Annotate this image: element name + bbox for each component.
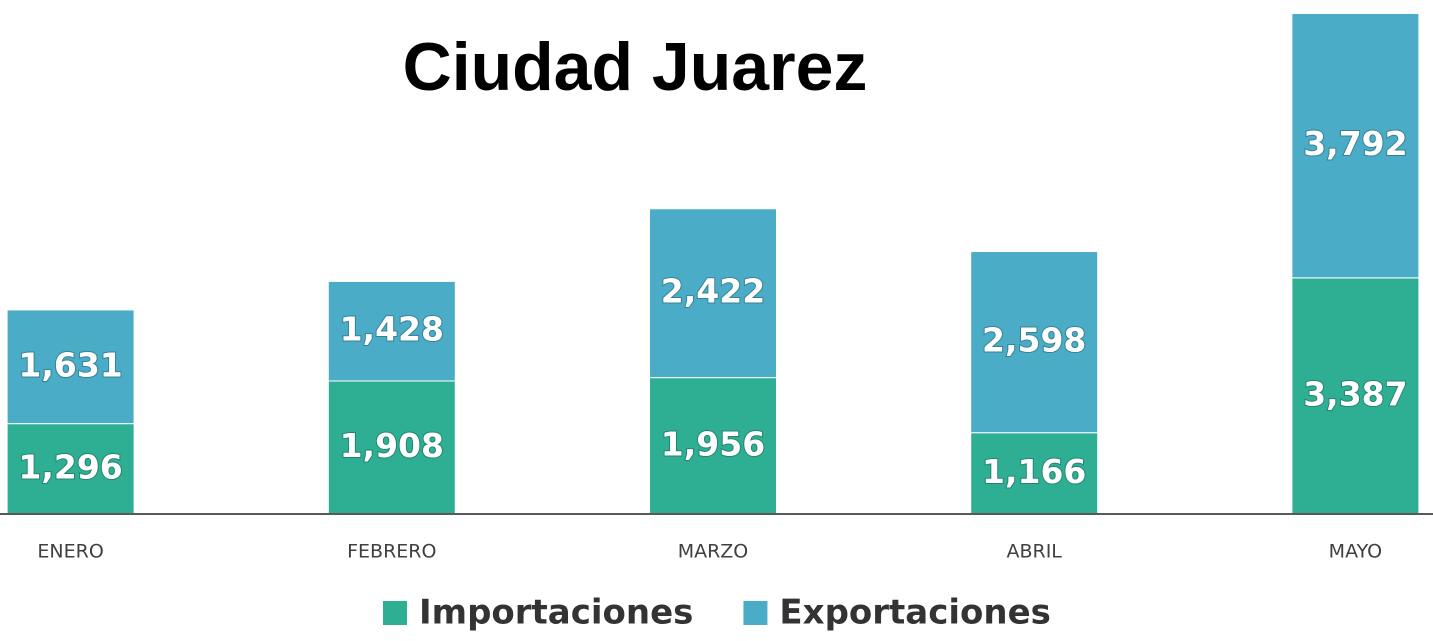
bar-segment [970,251,1099,434]
legend-swatch [383,601,407,625]
data-label: 1,908 [340,426,444,465]
data-label: 1,956 [661,424,765,463]
bar-segment [327,380,456,515]
bar-segment [970,432,1099,515]
bar-segment [6,423,135,515]
data-label: 1,428 [340,310,444,349]
chart-title: Ciudad Juarez [403,29,868,105]
legend-label: Importaciones [419,593,693,633]
x-tick-label: MAYO [1329,541,1382,563]
data-label: 3,792 [1303,124,1407,163]
x-tick-label: FEBRERO [347,541,436,563]
bar-segment [327,280,456,382]
legend-label: Exportaciones [779,593,1051,633]
data-label: 2,598 [982,321,1086,360]
legend-swatch [743,601,768,625]
data-label: 2,422 [661,272,765,311]
data-label: 3,387 [1303,374,1407,413]
x-tick-label: MARZO [678,541,749,563]
data-label: 1,296 [18,447,122,486]
data-label: 1,631 [18,345,122,384]
bar-segment [649,208,777,379]
x-tick-label: ABRIL [1006,541,1062,563]
bar-segment [6,309,135,425]
x-tick-label: ENERO [37,541,103,563]
data-label: 1,166 [982,452,1086,491]
bar-segment [1291,12,1420,279]
bar-segment [1291,277,1420,515]
